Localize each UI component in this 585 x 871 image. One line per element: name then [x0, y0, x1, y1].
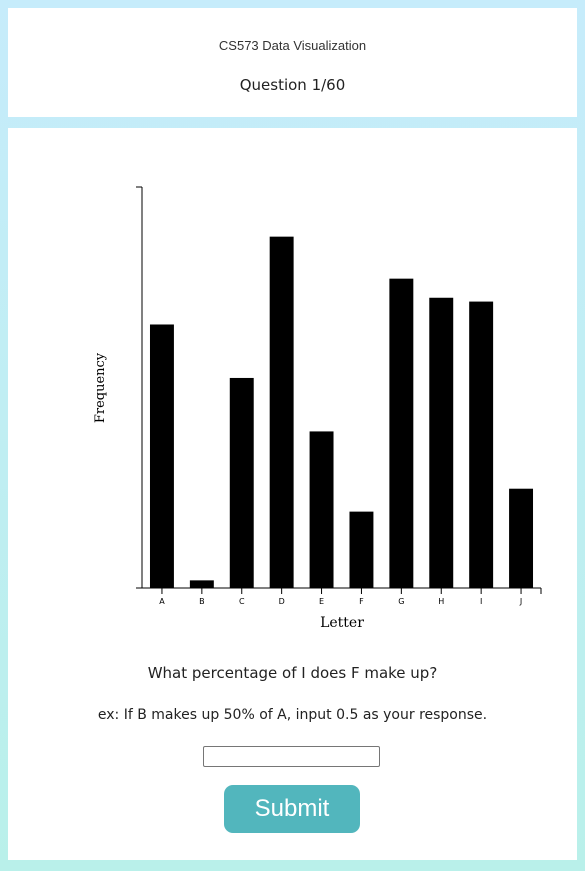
x-tick-label-C: C — [239, 597, 245, 606]
bar-J — [509, 488, 534, 588]
x-tick-label-B: B — [199, 597, 205, 606]
x-tick-label-G: G — [398, 597, 404, 606]
question-prompt: What percentage of I does F make up? — [147, 664, 438, 682]
bar-H — [429, 297, 454, 588]
x-tick-label-A: A — [159, 597, 165, 606]
x-tick-label-H: H — [438, 597, 444, 606]
bar-D — [269, 236, 294, 588]
bar-B — [189, 580, 214, 588]
x-tick-label-D: D — [279, 597, 285, 606]
x-tick-label-F: F — [359, 597, 364, 606]
bar-A — [149, 324, 174, 588]
submit-button[interactable]: Submit — [224, 785, 360, 833]
bar-G — [389, 278, 414, 588]
answer-input[interactable] — [203, 746, 380, 767]
bar-F — [349, 511, 374, 588]
x-tick-label-E: E — [319, 597, 324, 606]
question-counter: Question 1/60 — [239, 76, 346, 94]
x-tick-label-J: J — [519, 597, 522, 606]
bar-E — [309, 431, 334, 588]
header-card: CS573 Data Visualization Question 1/60 — [8, 8, 577, 117]
y-axis-label: Frequency — [93, 352, 108, 423]
x-tick-label-I: I — [480, 597, 482, 606]
course-title: CS573 Data Visualization — [218, 38, 367, 53]
bar-C — [229, 377, 254, 588]
example-hint: ex: If B makes up 50% of A, input 0.5 as… — [97, 707, 488, 723]
bar-I — [469, 301, 494, 588]
x-axis-label: Letter — [320, 615, 364, 631]
question-card: A B C D E F G H I J Letter Frequency What percent… — [8, 128, 577, 860]
bar-chart: A B C D E F G H I J Letter Frequency — [93, 186, 542, 631]
